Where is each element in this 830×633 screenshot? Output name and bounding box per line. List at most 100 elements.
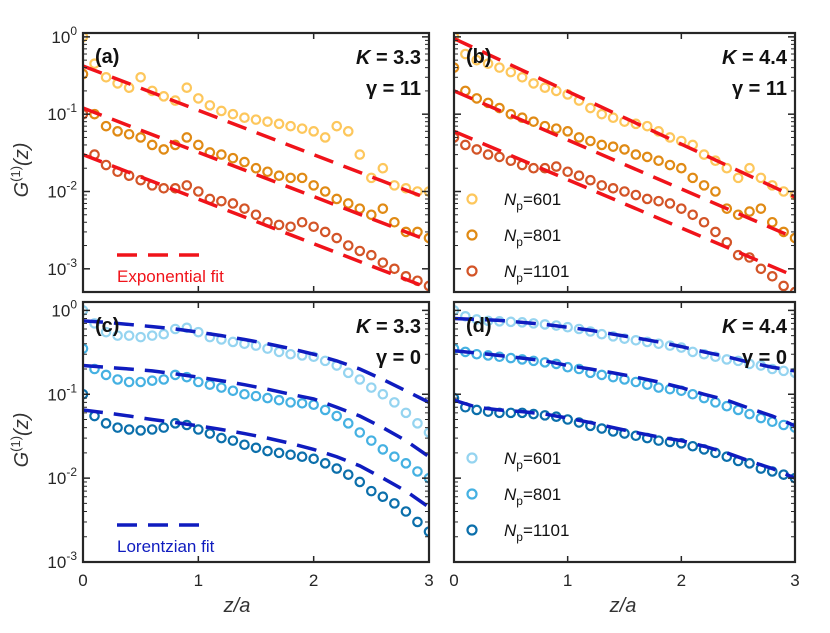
legend-marker bbox=[466, 452, 478, 464]
data-point bbox=[100, 418, 112, 429]
data-point bbox=[641, 193, 653, 205]
data-point bbox=[460, 139, 471, 151]
data-point bbox=[296, 451, 308, 463]
legend-label: Np=1101 bbox=[504, 262, 569, 285]
data-point bbox=[100, 369, 112, 381]
data-point bbox=[596, 139, 608, 151]
data-point bbox=[216, 149, 227, 160]
data-point bbox=[123, 128, 135, 140]
data-point bbox=[412, 516, 423, 528]
data-point bbox=[366, 249, 377, 261]
data-point bbox=[454, 132, 460, 143]
data-point bbox=[744, 358, 755, 370]
data-point bbox=[454, 343, 460, 354]
data-point bbox=[100, 120, 112, 132]
data-point bbox=[687, 346, 698, 358]
data-point bbox=[227, 385, 239, 397]
data-point bbox=[354, 245, 366, 257]
data-point bbox=[766, 270, 778, 282]
data-point bbox=[89, 58, 100, 69]
data-point bbox=[619, 186, 630, 197]
data-point bbox=[146, 330, 158, 341]
data-point bbox=[454, 392, 460, 404]
data-point bbox=[596, 328, 608, 340]
data-point bbox=[319, 186, 331, 197]
data-point bbox=[460, 48, 471, 60]
data-point bbox=[596, 108, 608, 120]
y-axis-label-top: G(1)(z) bbox=[8, 143, 33, 198]
data-point bbox=[389, 263, 400, 275]
data-point bbox=[342, 126, 354, 137]
data-point bbox=[585, 102, 596, 114]
y-label-sup: (1) bbox=[8, 436, 23, 452]
data-point bbox=[273, 170, 285, 182]
panel-label: (d) bbox=[466, 315, 492, 337]
data-point bbox=[227, 198, 239, 209]
data-point bbox=[250, 114, 262, 125]
data-point bbox=[239, 439, 250, 451]
panel-2: 0 1 2 3 10-3 10-2 10-1 100 (c) K = 3.3 γ = 0 Lorent… bbox=[47, 297, 433, 590]
data-point bbox=[158, 182, 170, 194]
data-point bbox=[123, 424, 135, 435]
fit-line-0 bbox=[454, 316, 795, 373]
y-axis-label-bottom: G(1)(z) bbox=[8, 413, 33, 468]
data-point bbox=[516, 71, 528, 83]
x-tick-label: 2 bbox=[309, 571, 318, 590]
x-tick-label: 1 bbox=[563, 571, 572, 590]
data-point bbox=[607, 141, 619, 152]
data-point bbox=[528, 78, 539, 89]
data-point bbox=[698, 149, 710, 160]
data-point bbox=[550, 161, 562, 172]
data-point bbox=[342, 418, 354, 429]
data-point bbox=[181, 180, 193, 191]
data-point bbox=[193, 376, 204, 388]
panel-label: (a) bbox=[95, 46, 119, 68]
data-point bbox=[400, 407, 412, 419]
data-point bbox=[239, 203, 250, 214]
fit-line-1 bbox=[83, 106, 429, 243]
data-point bbox=[100, 159, 112, 171]
data-point bbox=[227, 108, 239, 120]
data-point bbox=[331, 120, 343, 132]
data-point bbox=[273, 394, 285, 406]
data-point bbox=[135, 71, 146, 83]
data-point bbox=[285, 221, 296, 233]
y-tick-label: 10-3 bbox=[47, 549, 77, 572]
x-tick-label: 1 bbox=[194, 571, 203, 590]
data-point bbox=[585, 135, 596, 147]
y-tick-label: 100 bbox=[51, 297, 77, 320]
data-point bbox=[227, 435, 239, 446]
data-point bbox=[100, 71, 112, 83]
data-point bbox=[687, 440, 698, 452]
data-point bbox=[721, 354, 733, 365]
plot-area bbox=[454, 33, 795, 292]
fit-line-2 bbox=[454, 398, 795, 480]
legend-label: Np=1101 bbox=[504, 521, 569, 544]
data-point bbox=[331, 232, 343, 244]
data-point bbox=[596, 369, 608, 381]
gamma-label: γ = 0 bbox=[742, 347, 787, 369]
fit-line-0 bbox=[83, 319, 429, 404]
data-point bbox=[596, 180, 608, 191]
y-label-sup: (1) bbox=[8, 166, 23, 182]
data-point bbox=[146, 375, 158, 387]
panel-3: 0 1 2 3 (d) K = 4.4 γ = 0 Np=601 Np=801 Np=1101 bbox=[449, 300, 800, 590]
data-point bbox=[664, 159, 676, 171]
plot-area bbox=[454, 305, 795, 484]
legend-marker bbox=[466, 193, 478, 205]
axes-frame bbox=[81, 300, 431, 564]
data-point bbox=[216, 105, 227, 117]
series-2 bbox=[83, 388, 429, 537]
legend-marker bbox=[466, 488, 478, 500]
data-point bbox=[585, 174, 596, 186]
x-axis-label-right: z/a bbox=[609, 595, 637, 617]
data-point bbox=[755, 412, 767, 424]
data-point bbox=[562, 414, 573, 425]
data-point bbox=[550, 123, 562, 134]
data-point bbox=[630, 430, 642, 442]
panel-label: (c) bbox=[95, 315, 119, 337]
panel-0: 10-3 10-2 10-1 100 (a) K = 3.3 γ = 11 Exponenti… bbox=[47, 24, 431, 294]
data-point bbox=[158, 422, 170, 433]
data-point bbox=[216, 432, 227, 444]
fit-line-1 bbox=[454, 349, 795, 428]
